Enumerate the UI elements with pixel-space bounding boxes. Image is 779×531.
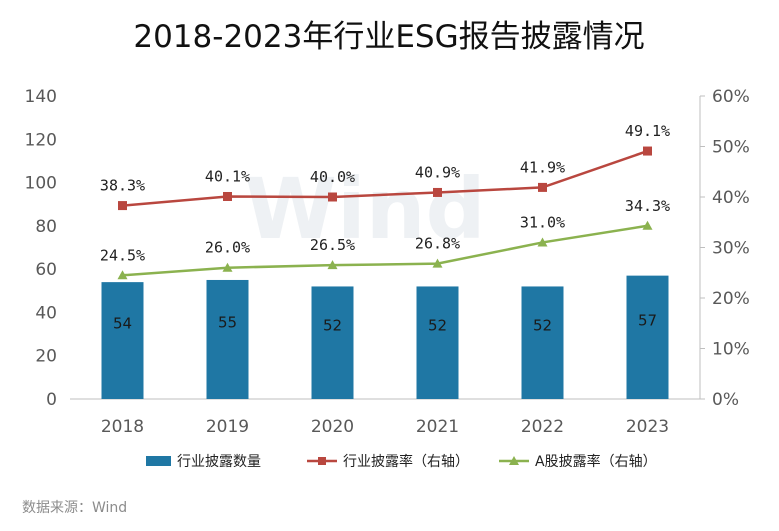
line-value-label: 26.8%	[415, 235, 460, 253]
left-tick-label: 60	[35, 260, 57, 280]
x-tick-label: 2022	[521, 417, 564, 437]
bar	[626, 275, 669, 399]
line-value-label: 40.1%	[205, 167, 250, 185]
line-point	[328, 192, 337, 202]
legend-swatch	[146, 456, 171, 466]
left-tick-label: 140	[25, 87, 57, 107]
line-point	[223, 191, 232, 201]
bar-series: 54 55 52 52 52 57	[101, 275, 669, 399]
line-point	[538, 182, 547, 192]
line-value-label: 49.1%	[625, 122, 670, 140]
bar	[206, 279, 249, 399]
left-tick-label: 40	[35, 303, 57, 323]
x-axis: 2018 2019 2020 2021 2022 2023	[70, 398, 700, 437]
line-value-label: 26.0%	[205, 239, 250, 257]
bar	[101, 282, 144, 399]
bar	[521, 286, 564, 399]
line-value-label: 34.3%	[625, 197, 670, 215]
line-series-path	[122, 149, 648, 207]
bar-value-label: 55	[218, 313, 237, 331]
source-note: 数据来源：Wind	[22, 500, 127, 516]
legend: 行业披露数量 行业披露率（右轴） A股披露率（右轴）	[146, 453, 657, 470]
line-point	[432, 258, 443, 268]
bar	[416, 286, 459, 399]
left-axis: 0 20 40 60 80 100 120 140	[25, 87, 57, 410]
line-value-label: 40.9%	[415, 163, 460, 181]
line-point	[327, 260, 338, 270]
x-tick-label: 2021	[416, 417, 459, 437]
bar-value-label: 54	[113, 315, 132, 333]
right-tick-label: 20%	[712, 289, 750, 309]
right-tick-label: 10%	[712, 340, 750, 360]
line-point	[643, 146, 652, 156]
right-tick-label: 0%	[712, 390, 739, 410]
line-point	[117, 270, 128, 280]
line-value-label: 40.0%	[310, 168, 355, 186]
line-point	[537, 237, 548, 247]
line-point	[433, 187, 442, 197]
bar-value-label: 57	[638, 311, 657, 329]
legend-marker	[318, 457, 326, 465]
x-tick-label: 2019	[206, 417, 249, 437]
right-axis: 0% 10% 20% 30% 40% 50% 60%	[699, 87, 750, 410]
line-value-label: 41.9%	[520, 158, 565, 176]
x-tick-label: 2018	[101, 417, 144, 437]
bar-value-label: 52	[533, 317, 552, 335]
right-tick-label: 60%	[712, 87, 750, 107]
line-point	[222, 262, 233, 272]
legend-marker	[509, 456, 519, 465]
left-tick-label: 20	[35, 347, 57, 367]
left-tick-label: 100	[25, 174, 57, 194]
right-tick-label: 40%	[712, 188, 750, 208]
left-tick-label: 80	[35, 217, 57, 237]
legend-label: 行业披露率（右轴）	[343, 453, 469, 470]
x-tick-label: 2023	[626, 417, 669, 437]
left-tick-label: 0	[46, 390, 57, 410]
bar	[311, 286, 354, 399]
right-tick-label: 30%	[712, 239, 750, 259]
line-point	[118, 201, 127, 211]
legend-label: 行业披露数量	[177, 454, 261, 470]
bar-value-label: 52	[323, 317, 342, 335]
watermark: Wind	[244, 160, 485, 258]
line-value-label: 24.5%	[100, 246, 145, 264]
bar-value-label: 52	[428, 317, 447, 335]
chart-title: 2018-2023年行业ESG报告披露情况	[133, 19, 644, 55]
line-value-label: 38.3%	[100, 177, 145, 195]
x-tick-label: 2020	[311, 417, 354, 437]
line-value-label: 26.5%	[310, 236, 355, 254]
right-tick-label: 50%	[712, 138, 750, 158]
legend-label: A股披露率（右轴）	[535, 453, 657, 470]
line-series: 38.3% 40.1% 40.0% 40.9% 41.9% 49.1% 24.5% 26.0%…	[100, 122, 670, 280]
line-value-label: 31.0%	[520, 213, 565, 231]
left-tick-label: 120	[25, 130, 57, 150]
line-point	[642, 220, 653, 230]
line-series-path	[122, 224, 648, 277]
